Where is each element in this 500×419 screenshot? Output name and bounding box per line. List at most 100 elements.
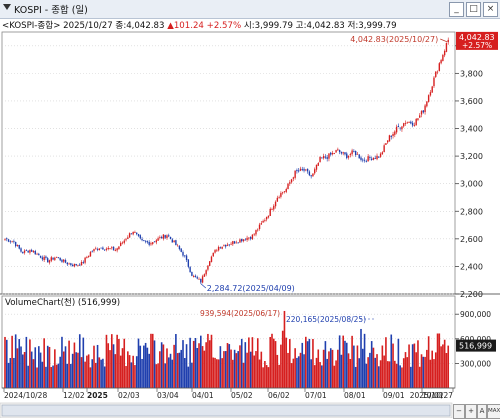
volume-bar <box>173 344 175 388</box>
current-volume-badge <box>456 339 496 352</box>
volume-tick-label: 900,000 <box>460 310 491 319</box>
candle-body <box>48 260 51 263</box>
volume-bar <box>91 359 94 388</box>
close-button[interactable]: × <box>483 2 498 17</box>
candle-body <box>310 175 312 177</box>
candle-body <box>417 118 419 120</box>
volume-bar <box>281 330 284 388</box>
candle-body <box>347 155 350 158</box>
candle-body <box>326 157 328 159</box>
candle-body <box>120 242 122 246</box>
candle-body <box>132 231 134 235</box>
volume-bar <box>148 353 150 388</box>
zoom-out-button[interactable]: − <box>453 404 465 419</box>
volume-bar <box>164 363 166 388</box>
candle-body <box>324 156 327 158</box>
volume-bar <box>13 357 15 388</box>
volume-bar <box>438 333 441 388</box>
candle-body <box>403 123 405 127</box>
volume-chart-title: VolumeChart(천) (516,999) <box>5 298 121 308</box>
candle-body <box>18 245 20 249</box>
price-tick-label: 2,600 <box>460 235 483 244</box>
candle-body <box>221 246 223 249</box>
volume-bar <box>258 359 261 388</box>
candle-body <box>47 258 49 263</box>
volume-bar <box>262 367 264 388</box>
volume-bar <box>239 345 241 388</box>
candle-body <box>292 177 295 179</box>
candle-body <box>203 274 206 277</box>
volume-bar <box>349 358 352 388</box>
scrollbar-thumb[interactable] <box>1 404 451 417</box>
maximize-button[interactable]: □ <box>466 2 481 17</box>
volume-bar <box>29 339 31 388</box>
x-tick-label: 04/01 <box>192 391 214 400</box>
volume-bar <box>237 351 239 388</box>
candle-body <box>71 265 74 267</box>
volume-bar <box>424 356 426 388</box>
candle-body <box>180 248 182 252</box>
volume-bar <box>342 335 344 388</box>
candle-body <box>11 241 13 243</box>
volume-bar <box>360 328 362 388</box>
volume-bar <box>137 338 140 388</box>
dropdown-arrow-icon[interactable] <box>3 4 11 10</box>
candle-body <box>23 250 26 253</box>
candle-body <box>262 220 264 223</box>
volume-bar <box>68 340 70 388</box>
volume-bar <box>80 357 83 388</box>
volume-bar <box>189 337 191 388</box>
candle-body <box>305 169 307 171</box>
candle-body <box>271 209 273 211</box>
current-price-value: 4,042.83 <box>459 33 495 42</box>
volume-bar <box>413 343 416 388</box>
volume-bar <box>376 354 378 388</box>
volume-bar <box>271 333 273 388</box>
volume-bar <box>166 348 168 388</box>
volume-bar <box>303 354 305 388</box>
volume-bar <box>402 358 405 388</box>
x-tick-label: 2024/10/28 <box>4 391 47 400</box>
volume-bar <box>358 358 361 388</box>
auto-button[interactable]: A <box>477 404 487 419</box>
volume-bar <box>48 346 51 388</box>
candle-body <box>217 246 220 251</box>
candle-body <box>32 251 35 253</box>
candle-body <box>299 168 302 171</box>
x-tick-label: 2025 <box>87 391 108 400</box>
candle-body <box>73 263 76 267</box>
volume-bar <box>333 365 336 388</box>
volume-bar <box>283 310 286 388</box>
volume-bar <box>94 362 97 388</box>
volume-bar <box>429 359 432 388</box>
candle-body <box>127 237 129 239</box>
candle-body <box>413 125 416 126</box>
candle-body <box>38 253 40 256</box>
info-prefix: <KOSPI-종합> 2025/10/27 종:4,042.83 <box>2 21 165 31</box>
candle-body <box>191 272 193 276</box>
candle-body <box>328 153 330 159</box>
volume-bar <box>372 347 375 388</box>
price-tick-label: 3,200 <box>460 152 483 161</box>
candle-body <box>356 153 359 155</box>
window-controls: _ □ × <box>449 2 498 17</box>
volume-bar <box>422 356 425 388</box>
zoom-in-button[interactable]: + <box>465 404 477 419</box>
volume-max-annotation: 939,594(2025/06/17) <box>200 309 280 318</box>
candle-body <box>36 253 38 255</box>
candle-body <box>39 255 42 258</box>
volume-bar <box>390 334 393 388</box>
info-change: ▲101.24 +2.57% <box>167 21 242 31</box>
volume-bar <box>381 345 384 388</box>
candle-body <box>159 237 161 238</box>
x-tick-label: 05/02 <box>231 391 253 400</box>
volume-bar <box>30 351 33 388</box>
candle-body <box>303 168 305 171</box>
minimize-button[interactable]: _ <box>449 2 464 17</box>
candle-body <box>422 110 424 113</box>
candle-body <box>381 152 384 155</box>
max-button[interactable]: MAX <box>487 404 500 419</box>
candle-body <box>267 215 270 218</box>
candle-body <box>184 255 186 257</box>
